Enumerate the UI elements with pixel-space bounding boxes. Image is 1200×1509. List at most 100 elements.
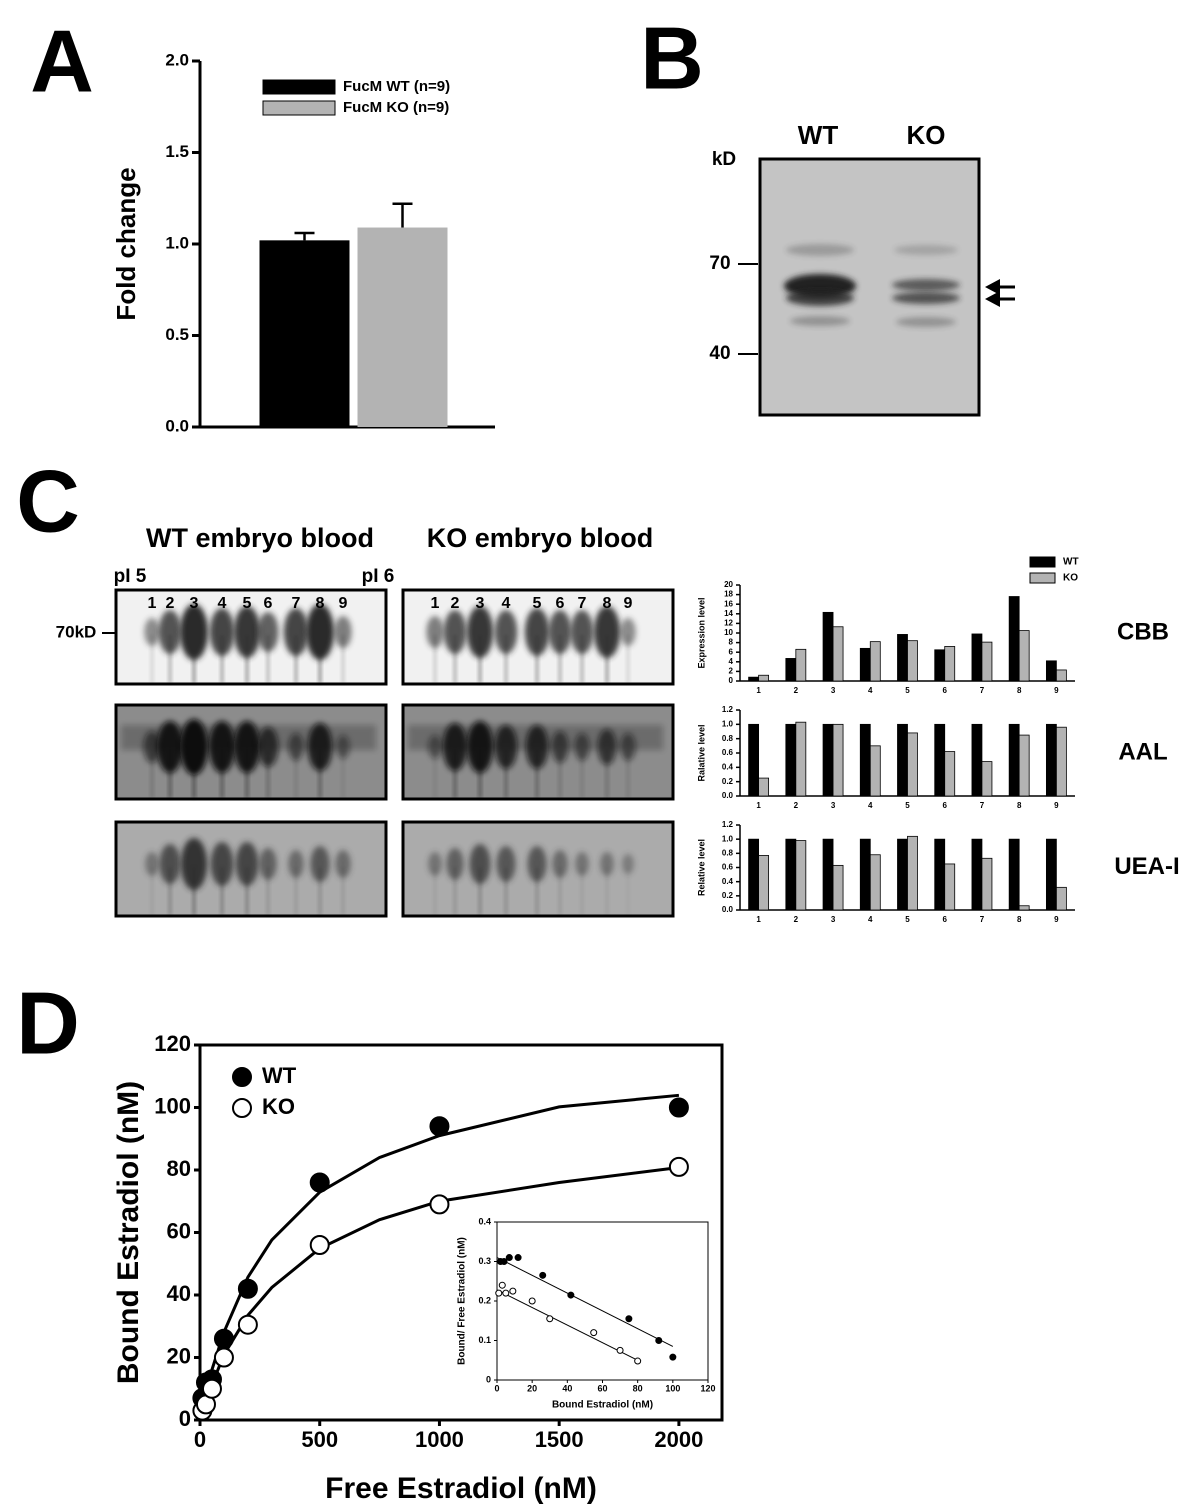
x-tick-label: 8 [1017, 686, 1022, 695]
band [570, 610, 594, 654]
y-tick-label: 0.6 [722, 748, 734, 757]
x-tick-label: 0 [194, 1427, 206, 1452]
streak [318, 750, 322, 798]
streak [558, 867, 562, 915]
x-tick-label: 5 [905, 801, 910, 810]
bar [832, 626, 844, 682]
streak [558, 635, 562, 683]
x-tick-label: 6 [942, 915, 947, 924]
streak [535, 867, 539, 915]
lane-label: KO [907, 120, 946, 150]
bar [944, 751, 956, 797]
bar [859, 647, 871, 682]
spot-label: 9 [339, 595, 348, 612]
point [539, 1271, 547, 1279]
legend-swatch [262, 79, 336, 95]
streak [626, 635, 630, 683]
gel-border [114, 820, 388, 918]
legend-label: KO [1063, 573, 1078, 584]
streak [580, 750, 584, 798]
band [158, 610, 182, 654]
streak [245, 750, 249, 798]
band [442, 723, 468, 771]
y-tick-label: 0.3 [478, 1256, 491, 1266]
band [233, 606, 261, 658]
x-tick-label: 4 [868, 686, 873, 695]
band [574, 733, 590, 761]
x-tick-label: 2 [794, 801, 799, 810]
band [466, 606, 494, 658]
x-tick-label: 9 [1054, 801, 1059, 810]
band [428, 852, 442, 876]
point [514, 1254, 522, 1262]
streak [478, 867, 482, 915]
pi-label: pI 6 [362, 566, 395, 587]
streak [558, 750, 562, 798]
streak [605, 750, 609, 798]
point [668, 1156, 689, 1177]
bar [897, 634, 908, 682]
bar [1018, 734, 1030, 797]
streak [341, 867, 345, 915]
y-tick-label: 20 [167, 1343, 191, 1368]
spot-label: 7 [292, 595, 301, 612]
point [309, 1172, 330, 1193]
fit-line [496, 1257, 674, 1347]
gel-border [114, 703, 388, 801]
error-bar [392, 202, 413, 228]
bar [897, 838, 908, 911]
point [625, 1315, 633, 1323]
y-tick-label: 1.2 [722, 820, 734, 829]
bar [944, 863, 956, 911]
bar [1055, 726, 1067, 797]
bar [832, 864, 844, 911]
band [894, 245, 958, 255]
bar [1055, 886, 1067, 911]
plot-frame [496, 1221, 709, 1381]
streak [150, 635, 154, 683]
streak [341, 750, 345, 798]
y-tick-label: 0.8 [722, 848, 734, 857]
spot-label: 9 [624, 595, 633, 612]
panel-label: D [16, 973, 80, 1072]
x-tick-label: 4 [868, 801, 873, 810]
y-tick-label: 0.5 [165, 325, 189, 344]
x-tick-label: 1 [756, 686, 761, 695]
x-tick-label: 3 [831, 801, 836, 810]
gel-border [401, 820, 675, 918]
y-axis-label: Fold change [111, 167, 141, 320]
band [306, 604, 334, 660]
y-tick-label: 0.1 [478, 1335, 491, 1345]
x-tick-label: 500 [301, 1427, 338, 1452]
bar [859, 723, 871, 797]
y-tick-label: 1.2 [722, 705, 734, 714]
marker-label: 40 [709, 343, 730, 364]
streak [266, 867, 270, 915]
point [309, 1235, 330, 1255]
streak [453, 750, 457, 798]
y-tick-label: 0 [486, 1374, 491, 1384]
y-tick-label: 14 [724, 609, 733, 618]
bar [822, 611, 834, 682]
band [790, 316, 850, 326]
band [334, 616, 352, 648]
streak [168, 635, 172, 683]
band [143, 731, 161, 763]
x-tick-label: 20 [527, 1384, 537, 1394]
streak [605, 867, 609, 915]
x-tick-label: 6 [942, 801, 947, 810]
bar [869, 745, 881, 797]
band [335, 850, 351, 878]
gel-border [401, 588, 675, 686]
y-tick-label: 1.0 [722, 719, 734, 728]
pi-label: pI 5 [114, 566, 147, 587]
bar [897, 723, 908, 797]
band [552, 850, 568, 878]
streak [535, 750, 539, 798]
error-bar [294, 231, 315, 241]
bar [795, 840, 807, 911]
streak [266, 750, 270, 798]
band [494, 725, 518, 769]
streak [150, 750, 154, 798]
